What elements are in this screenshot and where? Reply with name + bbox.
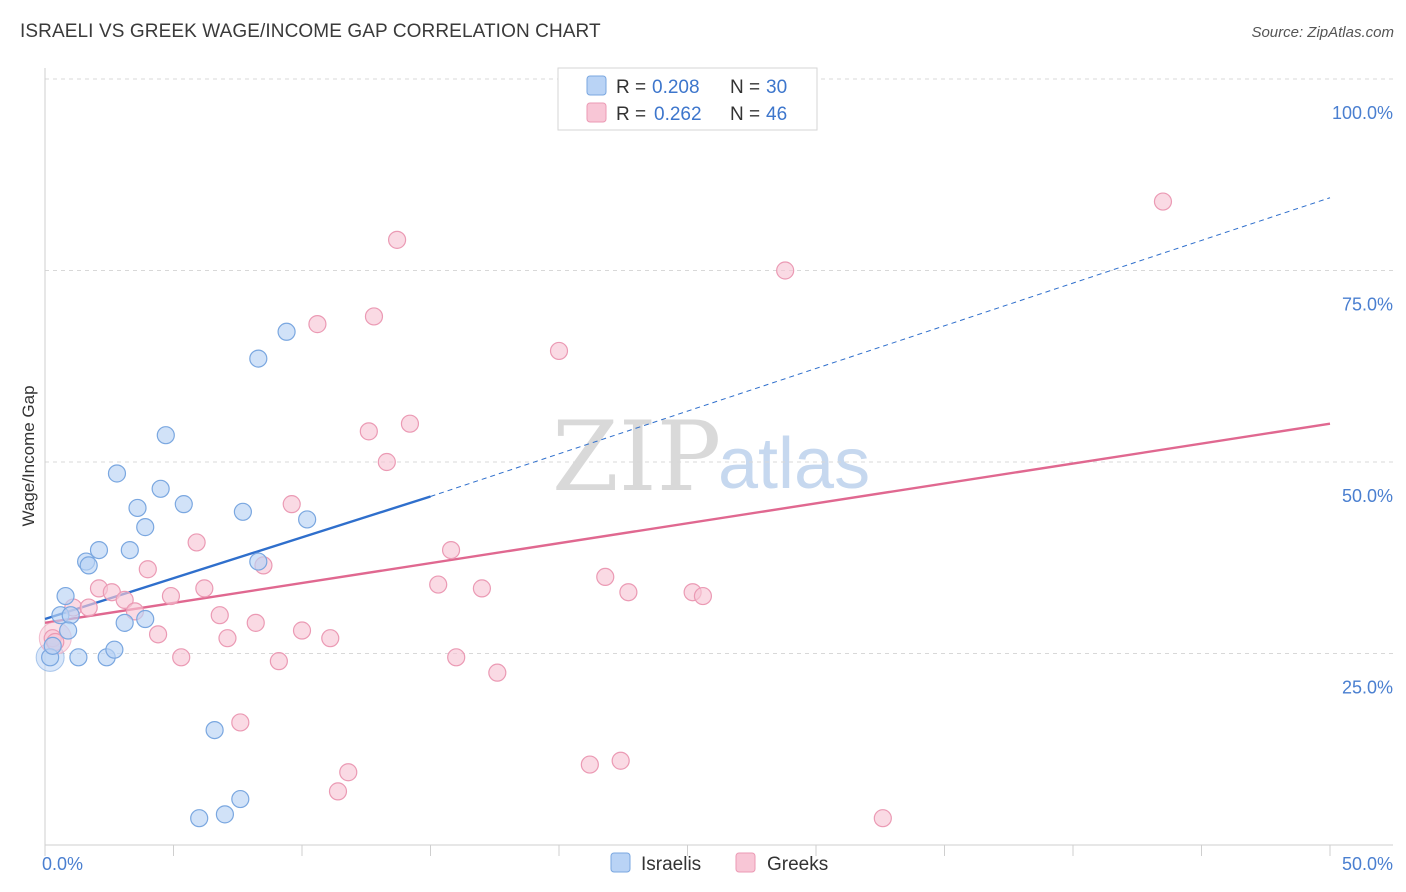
point-greeks	[441, 540, 461, 560]
point-greeks	[693, 586, 713, 606]
point-israelis	[61, 606, 80, 625]
point-israelis	[233, 502, 252, 521]
trend-line-israelis-projection	[430, 197, 1331, 497]
legend-greeks-n-label: N =	[730, 104, 760, 125]
point-greeks	[359, 422, 378, 441]
point-greeks	[873, 809, 892, 828]
grid-lines	[45, 78, 1393, 654]
watermark-atlas: atlas	[718, 424, 870, 504]
point-israelis	[231, 789, 250, 809]
point-greeks	[429, 575, 448, 594]
y-tick-label: 75.0%	[1342, 295, 1393, 315]
point-israelis	[59, 621, 78, 640]
axes	[44, 68, 1393, 856]
point-israelis	[298, 510, 317, 529]
point-greeks	[231, 713, 250, 732]
point-greeks	[549, 341, 569, 361]
point-greeks	[776, 261, 795, 280]
tick-labels: 25.0% 50.0% 75.0% 100.0% 0.0% 50.0%	[42, 103, 1393, 874]
point-greeks	[447, 648, 466, 667]
point-greeks	[187, 533, 206, 552]
point-greeks	[387, 230, 407, 249]
point-israelis	[43, 636, 62, 655]
point-greeks	[488, 663, 507, 682]
bottom-legend: Israelis Greeks	[610, 852, 828, 875]
data-points	[35, 192, 1173, 828]
point-greeks	[377, 452, 396, 472]
legend-greeks-r-label: R =	[616, 104, 646, 125]
point-greeks	[611, 751, 630, 770]
point-israelis	[56, 586, 75, 606]
point-greeks	[282, 495, 301, 514]
point-greeks	[115, 590, 134, 609]
point-israelis	[249, 349, 268, 368]
source-label: Source: ZipAtlas.com	[1251, 24, 1394, 41]
point-israelis	[128, 498, 147, 518]
point-israelis	[277, 322, 296, 341]
point-israelis	[190, 809, 209, 828]
point-israelis	[136, 518, 155, 537]
chart-title: ISRAELI VS GREEK WAGE/INCOME GAP CORRELA…	[20, 21, 601, 42]
bottom-legend-swatch-israelis	[610, 852, 631, 873]
y-tick-label: 100.0%	[1332, 103, 1393, 123]
point-greeks	[210, 606, 229, 625]
point-greeks	[472, 579, 491, 598]
legend-greeks-n-value: 46	[766, 104, 787, 125]
point-greeks	[328, 782, 348, 801]
point-greeks	[269, 652, 288, 671]
bottom-legend-swatch-greeks	[735, 852, 756, 873]
bottom-legend-greeks: Greeks	[767, 854, 828, 875]
point-israelis	[156, 426, 175, 445]
point-israelis	[120, 540, 139, 560]
point-israelis	[205, 720, 224, 740]
x-tick-label: 0.0%	[42, 854, 83, 874]
legend-israelis-r-value: 0.208	[652, 77, 700, 98]
point-greeks	[246, 613, 265, 632]
point-greeks	[218, 629, 237, 648]
point-greeks	[292, 621, 312, 640]
point-israelis	[69, 648, 88, 667]
legend-israelis-r-label: R =	[616, 77, 646, 98]
point-israelis	[215, 805, 234, 824]
point-greeks	[308, 315, 327, 334]
point-greeks	[148, 625, 168, 644]
point-greeks	[339, 763, 358, 782]
point-greeks	[172, 648, 191, 667]
legend-greeks-r-value: 0.262	[654, 104, 702, 125]
point-israelis	[174, 495, 193, 514]
x-tick-label: 50.0%	[1342, 854, 1393, 874]
y-tick-label: 25.0%	[1342, 678, 1393, 698]
legend-swatch-greeks	[586, 102, 607, 123]
point-israelis	[79, 556, 98, 575]
point-israelis	[89, 540, 109, 560]
y-axis-label: Wage/Income Gap	[19, 385, 38, 526]
point-greeks	[79, 598, 98, 617]
point-greeks	[195, 579, 214, 598]
legend-israelis-n-label: N =	[730, 77, 760, 98]
point-greeks	[596, 567, 615, 587]
legend: R = 0.208 N = 30 R = 0.262 N = 46	[557, 67, 818, 131]
point-greeks	[1153, 192, 1173, 211]
bottom-legend-israelis: Israelis	[641, 854, 701, 875]
point-greeks	[580, 755, 599, 774]
point-greeks	[161, 586, 181, 606]
point-israelis	[115, 613, 134, 632]
point-israelis	[249, 552, 268, 571]
point-israelis	[136, 609, 155, 629]
point-israelis	[105, 640, 124, 659]
point-greeks	[400, 414, 420, 433]
legend-israelis-n-value: 30	[766, 77, 787, 98]
legend-swatch-israelis	[586, 75, 607, 96]
point-greeks	[364, 307, 384, 326]
point-israelis	[151, 479, 170, 498]
trend-line-greeks	[44, 422, 1331, 625]
point-israelis	[107, 464, 127, 483]
watermark-zip: ZIP	[552, 401, 721, 513]
point-greeks	[619, 583, 638, 602]
point-greeks	[138, 560, 157, 579]
y-tick-label: 50.0%	[1342, 486, 1393, 506]
point-greeks	[321, 629, 340, 648]
